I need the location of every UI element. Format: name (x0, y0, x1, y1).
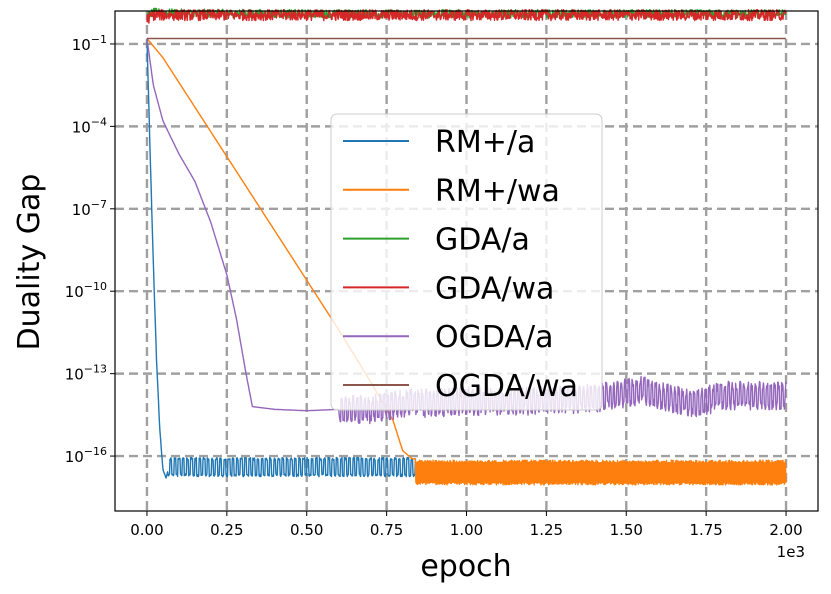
x-tick-label: 0.00 (130, 521, 163, 539)
y-tick-base: 10 (65, 366, 84, 384)
x-axis-multiplier: 1e3 (777, 543, 805, 561)
y-tick-label: 10−13 (65, 363, 107, 384)
legend-label: RM+/a (435, 125, 535, 160)
series-line-rm-wa (146, 38, 787, 486)
y-tick-power: −7 (91, 198, 107, 211)
series-line-ogda-a (146, 38, 787, 425)
legend-label: RM+/wa (435, 174, 560, 209)
legend: RM+/a RM+/wa GDA/a GDA/wa OGDA/a OGDA/wa (330, 113, 603, 411)
legend-label: GDA/a (435, 223, 530, 258)
y-tick-label: 10−4 (72, 115, 107, 136)
y-tick-power: −10 (84, 280, 107, 293)
y-tick-base: 10 (65, 448, 84, 466)
series-line-rm-a (146, 38, 417, 479)
y-tick-base: 10 (72, 201, 91, 219)
legend-label: GDA/wa (435, 271, 554, 306)
x-tick-label: 1.25 (530, 521, 563, 539)
y-tick-power: −13 (84, 363, 107, 376)
y-tick-label: 10−16 (65, 445, 107, 466)
x-tick-label: 1.75 (689, 521, 722, 539)
y-tick-label: 10−10 (65, 280, 107, 301)
y-tick-power: −16 (84, 445, 107, 458)
y-tick-label: 10−7 (72, 198, 107, 219)
y-tick-label: 10−1 (72, 33, 107, 54)
y-tick-power: −1 (91, 33, 107, 46)
y-tick-base: 10 (65, 283, 84, 301)
y-tick-base: 10 (72, 36, 91, 54)
legend-label: OGDA/wa (435, 369, 578, 404)
x-tick-label: 2.00 (769, 521, 802, 539)
x-tick-label: 1.50 (610, 521, 643, 539)
x-tick-label: 1.00 (450, 521, 483, 539)
x-axis-ticks: 0.00 0.25 0.50 0.75 1.00 1.25 1.50 1.75 2.00 (130, 511, 803, 539)
x-axis-label: epoch (420, 549, 511, 584)
y-tick-power: −4 (91, 115, 107, 128)
x-tick-label: 0.25 (210, 521, 243, 539)
y-tick-base: 10 (72, 118, 91, 136)
y-axis-label: Duality Gap (12, 174, 47, 351)
x-tick-label: 0.75 (370, 521, 403, 539)
legend-label: OGDA/a (435, 320, 553, 355)
series-lines (146, 7, 787, 486)
x-tick-label: 0.50 (290, 521, 323, 539)
